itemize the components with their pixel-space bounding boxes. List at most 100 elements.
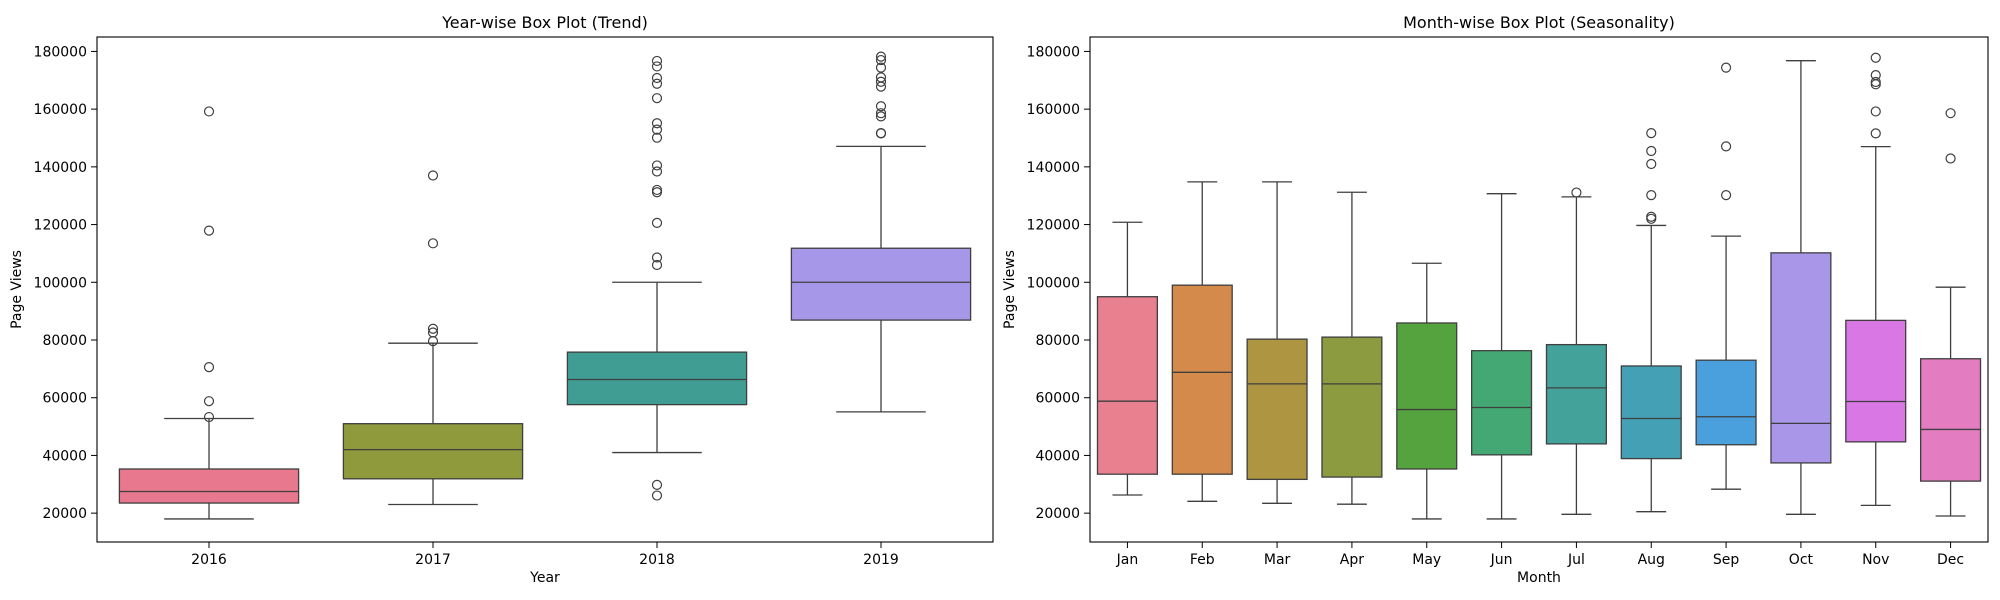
- box-2016: [118, 106, 300, 520]
- box-body: [1695, 359, 1757, 446]
- chart-panel-1: Month-wise Box Plot (Seasonality) 20000 40…: [1002, 13, 1989, 586]
- outlier-point: [1646, 190, 1657, 201]
- y-tick-label: 20000: [42, 506, 87, 522]
- outlier-point: [1870, 52, 1881, 63]
- box-Nov: [1845, 52, 1907, 507]
- x-tick-label: Jun: [1490, 552, 1513, 568]
- box-Jan: [1096, 221, 1158, 496]
- y-tick-label: 120000: [34, 218, 87, 234]
- outlier-point: [1646, 127, 1657, 139]
- outlier-point: [875, 54, 887, 66]
- outlier-point: [1870, 76, 1881, 88]
- box-body: [790, 247, 972, 321]
- x-tick-label: Sep: [1713, 552, 1740, 568]
- outlier-point: [651, 124, 663, 135]
- outlier-point: [1646, 213, 1657, 224]
- x-tick-label: Mar: [1264, 552, 1291, 568]
- outlier-point: [651, 479, 663, 490]
- outlier-point: [651, 78, 663, 89]
- y-tick-label: 180000: [34, 44, 87, 60]
- y-tick-label: 160000: [34, 102, 87, 118]
- box-body: [1471, 350, 1533, 456]
- x-tick-label: Dec: [1937, 552, 1964, 568]
- chart-panel-0: Year-wise Box Plot (Trend) 20000 40000 6000…: [9, 13, 994, 586]
- box-Oct: [1770, 60, 1832, 515]
- outlier-point: [427, 323, 439, 334]
- outlier-point: [1870, 69, 1881, 81]
- outlier-point: [1945, 153, 1956, 164]
- outlier-point: [875, 51, 887, 62]
- outlier-point: [427, 170, 439, 181]
- chart-title: Year-wise Box Plot (Trend): [441, 13, 648, 32]
- x-tick-label: 2016: [191, 552, 227, 568]
- outlier-point: [1870, 106, 1881, 117]
- x-axis-label: Year: [529, 570, 560, 586]
- box-body: [1096, 296, 1158, 475]
- box-2018: [566, 55, 748, 501]
- box-Apr: [1321, 191, 1383, 505]
- box-body: [342, 423, 524, 480]
- y-tick-label: 40000: [1035, 448, 1080, 464]
- outlier-point: [203, 106, 215, 117]
- box-body: [566, 351, 748, 406]
- box-Dec: [1920, 108, 1982, 517]
- outlier-point: [1571, 187, 1582, 198]
- x-tick-label: Apr: [1340, 552, 1364, 568]
- y-tick-label: 60000: [42, 391, 87, 407]
- box-body: [1845, 319, 1907, 443]
- outlier-point: [875, 76, 887, 87]
- outlier-point: [427, 238, 439, 249]
- outlier-point: [651, 55, 663, 67]
- y-tick-label: 20000: [1035, 506, 1080, 522]
- y-tick-label: 140000: [34, 160, 87, 176]
- y-tick-label: 80000: [42, 333, 87, 349]
- y-tick-label: 160000: [1027, 102, 1080, 118]
- outlier-point: [651, 252, 663, 263]
- x-tick-label: May: [1412, 552, 1441, 568]
- outlier-point: [651, 490, 663, 501]
- outlier-point: [651, 93, 663, 104]
- box-body: [1171, 284, 1233, 475]
- outlier-point: [875, 111, 887, 122]
- box-2017: [342, 170, 524, 506]
- box-Aug: [1620, 127, 1682, 513]
- y-tick-label: 80000: [1035, 333, 1080, 349]
- x-tick-label: Jan: [1116, 552, 1139, 568]
- box-Mar: [1246, 181, 1308, 504]
- outlier-point: [651, 61, 663, 72]
- plot-frame: [1089, 36, 1989, 543]
- y-tick-label: 180000: [1027, 44, 1080, 60]
- x-tick-label: Oct: [1789, 552, 1814, 568]
- outlier-point: [1720, 141, 1732, 152]
- box-body: [1920, 358, 1982, 482]
- y-tick-label: 60000: [1035, 391, 1080, 407]
- box-body: [1246, 338, 1308, 481]
- chart-title: Month-wise Box Plot (Seasonality): [1403, 13, 1675, 32]
- x-tick-label: Aug: [1638, 552, 1665, 568]
- box-May: [1396, 262, 1458, 520]
- y-tick-label: 140000: [1027, 160, 1080, 176]
- outlier-point: [651, 118, 663, 129]
- outlier-point: [1646, 211, 1657, 222]
- outlier-point: [203, 396, 215, 407]
- outlier-point: [651, 184, 663, 196]
- box-body: [1770, 252, 1832, 464]
- x-axis-label: Month: [1517, 570, 1561, 586]
- outlier-point: [203, 362, 215, 373]
- outlier-point: [875, 72, 887, 83]
- outlier-point: [875, 101, 887, 112]
- box-Sep: [1695, 62, 1757, 490]
- x-tick-label: 2019: [863, 552, 899, 568]
- y-axis-label: Page Views: [9, 250, 25, 329]
- x-tick-label: Jul: [1567, 552, 1585, 568]
- y-tick-label: 100000: [1027, 275, 1080, 291]
- box-Feb: [1171, 181, 1233, 502]
- outlier-point: [651, 132, 663, 143]
- outlier-point: [875, 62, 887, 73]
- outlier-point: [1646, 145, 1657, 157]
- box-body: [1545, 343, 1607, 445]
- x-tick-label: 2017: [415, 552, 451, 568]
- outlier-point: [1945, 108, 1956, 119]
- outlier-point: [1720, 62, 1732, 73]
